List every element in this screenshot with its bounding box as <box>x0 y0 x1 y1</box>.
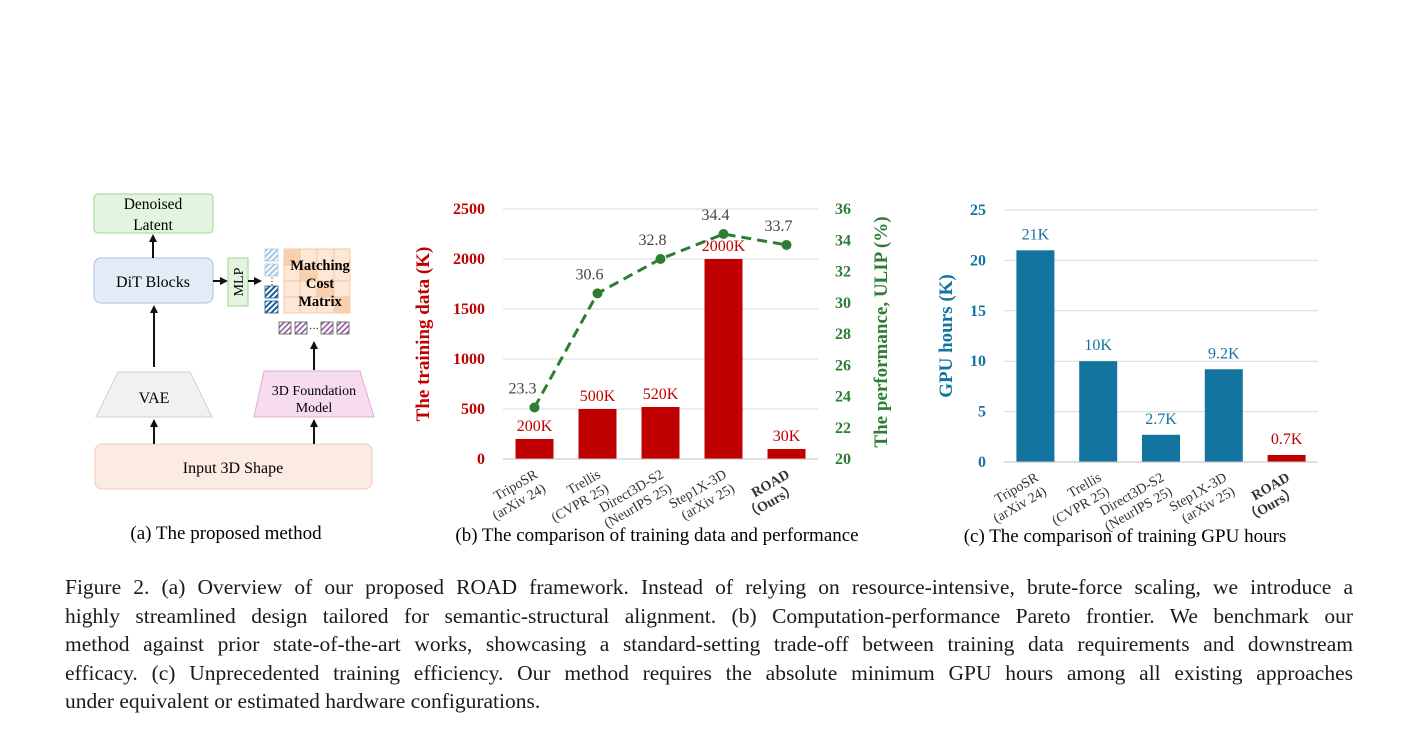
bar-data-label: 21K <box>1022 226 1050 243</box>
figure-caption: Figure 2. (a) Overview of our proposed R… <box>65 573 1353 716</box>
denoised-latent-box <box>93 193 214 234</box>
performance-data-label: 33.7 <box>765 218 793 235</box>
bar-data-label: 10K <box>1084 337 1112 354</box>
x-tick-label: TripoSR(arXiv 24) <box>983 470 1050 527</box>
performance-point <box>592 288 603 299</box>
bar <box>1016 250 1055 462</box>
matching-label-3: Matrix <box>298 294 342 310</box>
y-tick-label: 5 <box>978 404 986 421</box>
bar-data-label: 2.7K <box>1145 411 1177 428</box>
y-tick-label: 1000 <box>453 351 485 368</box>
x-tick-label: Step1X-3D(arXiv 25) <box>1167 470 1238 529</box>
caption-line-1: Figure 2. (a) Overview of our proposed R… <box>65 575 1353 599</box>
y2-tick-label: 26 <box>835 357 851 374</box>
foundation-token-row: ··· <box>278 321 350 335</box>
training-data-chart: 0 500 1000 1500 2000 2500 20 22 24 26 28 30 32 34 36 Th… <box>413 201 892 532</box>
y-tick-label: 500 <box>461 401 485 418</box>
bar <box>704 259 743 459</box>
y-tick-label: 20 <box>970 252 986 269</box>
performance-data-label: 32.8 <box>639 232 667 249</box>
bar <box>1142 434 1180 462</box>
bar-data-label: 30K <box>773 428 801 445</box>
bar <box>515 439 554 459</box>
performance-line <box>533 232 787 409</box>
bar-data-label: 500K <box>580 388 616 405</box>
bar <box>1079 361 1118 462</box>
dit-blocks-label: DiT Blocks <box>116 274 190 291</box>
gpu-hours-chart: 0 5 10 15 20 25 GPU hours (K) 21K 10K 2.7K 9.2K 0.7… <box>936 202 1318 535</box>
bar <box>1204 369 1243 462</box>
y2-tick-label: 32 <box>835 264 851 281</box>
performance-point <box>655 254 666 264</box>
panel-a-diagram: Denoised Latent DiT Blocks VAE Input 3D … <box>93 193 375 544</box>
x-tick-label: Direct3D-S2(NeurIPS 25) <box>594 467 675 532</box>
bar-data-label: 9.2K <box>1208 345 1240 362</box>
input-shape-label: Input 3D Shape <box>183 460 283 477</box>
performance-data-label: 34.4 <box>702 207 730 224</box>
panel-c-caption: (c) The comparison of training GPU hours <box>964 526 1287 547</box>
x-tick-label: Step1X-3D(arXiv 25) <box>667 467 738 526</box>
x-tick-label: ROAD（Ours） <box>734 467 800 523</box>
y2-tick-label: 22 <box>835 420 851 437</box>
bar-data-label: 200K <box>517 418 553 435</box>
matching-label-2: Cost <box>306 276 334 292</box>
input-shape-box <box>94 443 373 490</box>
foundation-model-label-1: 3D Foundation <box>272 384 356 399</box>
x-tick-label: Trellis(CVPR 25) <box>541 467 612 526</box>
performance-point <box>781 239 792 250</box>
dit-token-column: ⋮ <box>264 248 279 314</box>
denoised-latent-label-1: Denoised <box>124 196 183 213</box>
mlp-label: MLP <box>232 267 247 296</box>
bar <box>641 407 680 459</box>
token-ellipsis-h: ··· <box>309 324 319 335</box>
y-tick-label: 1500 <box>453 301 485 318</box>
bar-data-label: 0.7K <box>1271 431 1303 448</box>
y-tick-label: 25 <box>970 202 986 219</box>
vae-box <box>95 371 213 418</box>
y2-tick-label: 34 <box>835 232 851 249</box>
y-axis-label: The training data (K) <box>413 247 434 422</box>
caption-line-2: highly streamlined design tailored for s… <box>65 603 1353 628</box>
y-tick-label: 0 <box>978 454 986 471</box>
performance-data-label: 30.6 <box>576 266 604 283</box>
foundation-model-label-2: Model <box>296 401 333 416</box>
denoised-latent-label-2: Latent <box>133 217 173 234</box>
y-tick-label: 15 <box>970 303 986 320</box>
y-tick-label: 10 <box>970 353 986 370</box>
y2-tick-label: 20 <box>835 451 851 468</box>
y2-tick-label: 30 <box>835 295 851 312</box>
vae-label: VAE <box>139 390 170 407</box>
matching-cost-matrix: Matching Cost Matrix <box>283 248 351 314</box>
panel-b-caption: (b) The comparison of training data and … <box>455 525 858 546</box>
y2-tick-label: 28 <box>835 326 851 343</box>
bar-data-label: 520K <box>643 386 679 403</box>
x-tick-label: ROAD（Ours） <box>1235 470 1301 526</box>
bar <box>767 449 806 459</box>
x-tick-label: TripoSR(arXiv 24) <box>482 467 549 524</box>
y2-tick-label: 24 <box>835 389 851 406</box>
foundation-model-box <box>253 370 375 418</box>
caption-line-5: under equivalent or estimated hardware c… <box>65 689 541 714</box>
y-axis-label: GPU hours (K) <box>936 274 957 398</box>
caption-line-3: method against prior state-of-the-art wo… <box>65 632 1353 657</box>
panel-a-caption: (a) The proposed method <box>130 523 322 544</box>
y2-tick-label: 36 <box>835 201 851 218</box>
matching-label-1: Matching <box>290 258 350 274</box>
y-tick-label: 2000 <box>453 251 485 268</box>
y-tick-label: 0 <box>477 451 485 468</box>
y2-axis-label: The performance, ULIP (%) <box>871 216 892 447</box>
bar-data-label: 2000K <box>702 238 746 255</box>
performance-data-label: 23.3 <box>509 380 537 397</box>
caption-line-4: efficacy. (c) Unprecedented training eff… <box>65 660 1353 685</box>
bar <box>1267 454 1306 462</box>
y-tick-label: 2500 <box>453 201 485 218</box>
x-tick-label: Trellis(CVPR 25) <box>1042 470 1113 529</box>
performance-point <box>529 402 540 413</box>
svg-text:⋮: ⋮ <box>268 276 277 286</box>
bar <box>578 409 617 459</box>
performance-point <box>718 229 729 239</box>
